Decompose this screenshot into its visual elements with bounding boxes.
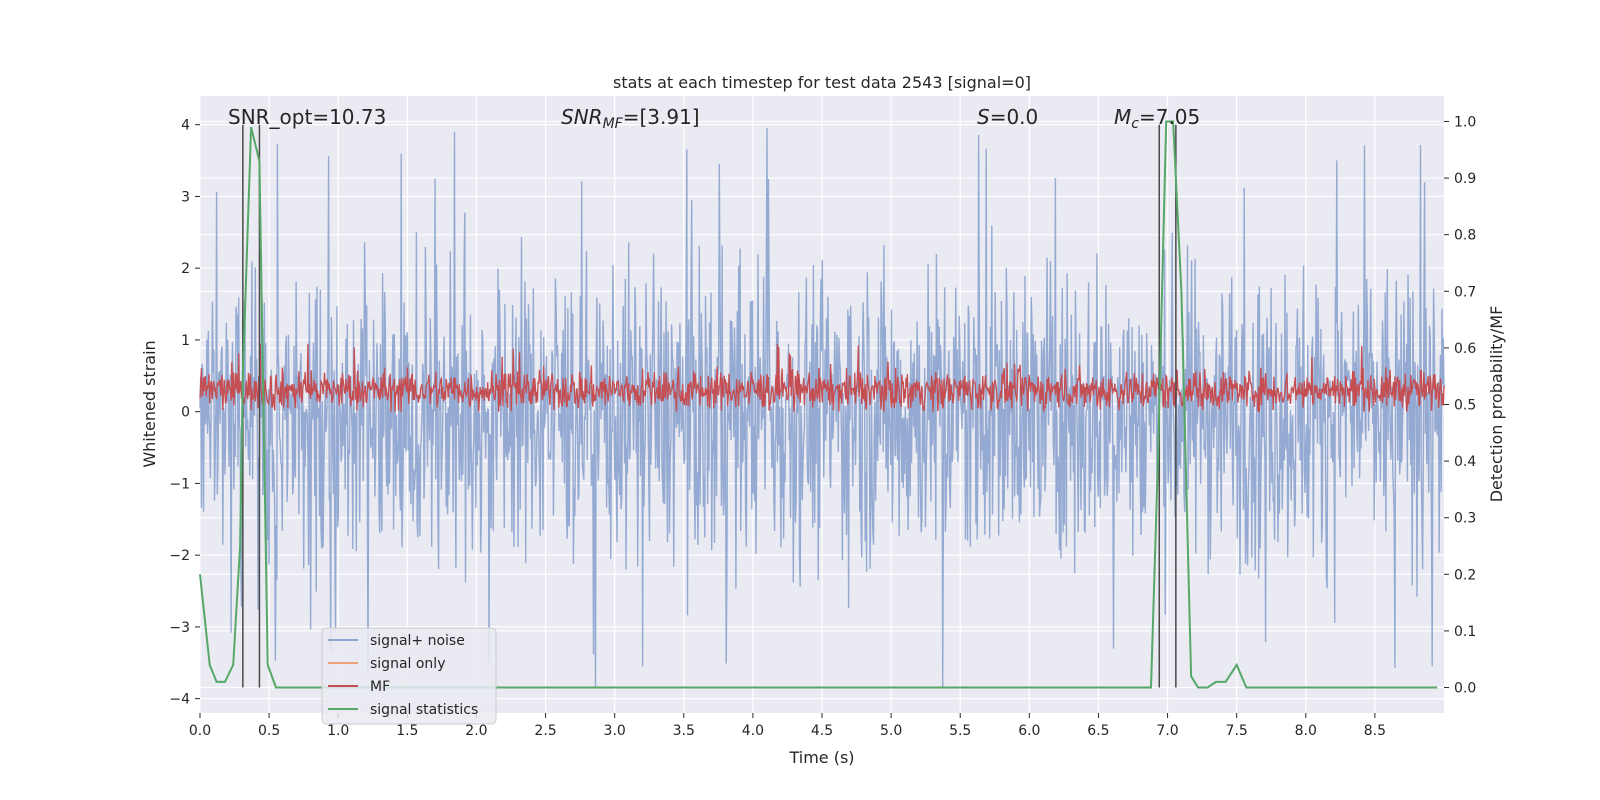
axis-ticks: 0.0 0.5 1.0 1.5 2.0 2.5 3.0 3.5 4.0 4.5 5.0 5.5 6.0 6…	[169, 114, 1476, 739]
y-tick-label: 3	[181, 189, 190, 205]
y-tick-label: 0	[181, 405, 190, 421]
y2-tick-label: 0.3	[1454, 511, 1476, 527]
y2-tick-label: 0.0	[1454, 681, 1476, 697]
y2-tick-label: 0.1	[1454, 624, 1476, 640]
legend-box	[321, 627, 497, 725]
y-tick-label: 2	[181, 261, 190, 277]
y-tick-label: 1	[181, 333, 190, 349]
legend: signal+ noise signal only MF signal stat…	[321, 627, 497, 725]
annotation-mc-sub: c	[1131, 116, 1139, 132]
annotation-snr-mf: SNRMF=[3.91]	[561, 105, 700, 132]
y2-tick-label: 0.7	[1454, 284, 1476, 300]
legend-label-signal-statistics: signal statistics	[370, 702, 478, 718]
x-tick-label: 6.5	[1087, 723, 1109, 739]
mf-line	[199, 343, 1445, 412]
x-tick-label: 2.0	[465, 723, 487, 739]
signal-statistics-line	[199, 120, 1438, 689]
signal-noise-series	[199, 127, 1445, 689]
x-axis-label: Time (s)	[788, 748, 854, 767]
y-axis-label: Whitened strain	[140, 340, 159, 467]
x-tick-label: 4.5	[811, 723, 833, 739]
x-tick-label: 0.5	[258, 723, 280, 739]
y-tick-label: −1	[169, 476, 190, 492]
y-tick-label: −2	[169, 548, 190, 564]
x-tick-label: 6.0	[1018, 723, 1040, 739]
x-tick-label: 7.5	[1226, 723, 1248, 739]
y2-tick-label: 0.2	[1454, 567, 1476, 583]
annotation-s-main: S	[977, 105, 990, 129]
y2-tick-label: 1.0	[1454, 114, 1476, 130]
annotation-snr-mf-main: SNR	[561, 105, 603, 129]
annotation-mc: Mc=7.05	[1114, 105, 1200, 132]
x-tick-label: 5.5	[949, 723, 971, 739]
x-tick-label: 3.0	[604, 723, 626, 739]
y2-tick-label: 0.6	[1454, 341, 1476, 357]
annotation-snr-mf-sub: MF	[603, 116, 624, 132]
y-tick-label: −4	[169, 692, 190, 708]
signal-statistics-series	[199, 120, 1438, 689]
y-tick-label: −3	[169, 620, 190, 636]
annotation-snr-mf-value: =[3.91]	[623, 105, 700, 129]
annotation-s: S=0.0	[977, 105, 1038, 129]
y2-tick-label: 0.5	[1454, 398, 1476, 414]
x-tick-label: 5.0	[880, 723, 902, 739]
y2-tick-label: 0.8	[1454, 228, 1476, 244]
mf-series	[199, 343, 1445, 412]
y2-tick-label: 0.9	[1454, 171, 1476, 187]
x-tick-label: 8.5	[1364, 723, 1386, 739]
y2-tick-label: 0.4	[1454, 454, 1476, 470]
signal-noise-line	[199, 127, 1445, 689]
x-tick-label: 4.0	[742, 723, 764, 739]
x-tick-label: 1.5	[396, 723, 418, 739]
chart-title: stats at each timestep for test data 254…	[613, 73, 1031, 92]
annotation-mc-main: M	[1114, 105, 1131, 129]
annotation-snr-opt: SNR_opt=10.73	[228, 105, 386, 129]
x-tick-label: 2.5	[534, 723, 556, 739]
annotation-mc-value: =7.05	[1139, 105, 1200, 129]
grid	[199, 96, 1444, 713]
y-tick-label: 4	[181, 118, 190, 134]
x-tick-label: 0.0	[189, 723, 211, 739]
y2-axis-label: Detection probability/MF	[1487, 306, 1506, 503]
legend-label-mf: MF	[370, 679, 390, 695]
annotation-s-value: =0.0	[990, 105, 1039, 129]
x-tick-label: 8.0	[1295, 723, 1317, 739]
legend-label-signal-only: signal only	[370, 656, 445, 672]
legend-label-signal-noise: signal+ noise	[370, 633, 465, 649]
x-tick-label: 3.5	[673, 723, 695, 739]
x-tick-label: 7.0	[1156, 723, 1178, 739]
x-tick-label: 1.0	[327, 723, 349, 739]
